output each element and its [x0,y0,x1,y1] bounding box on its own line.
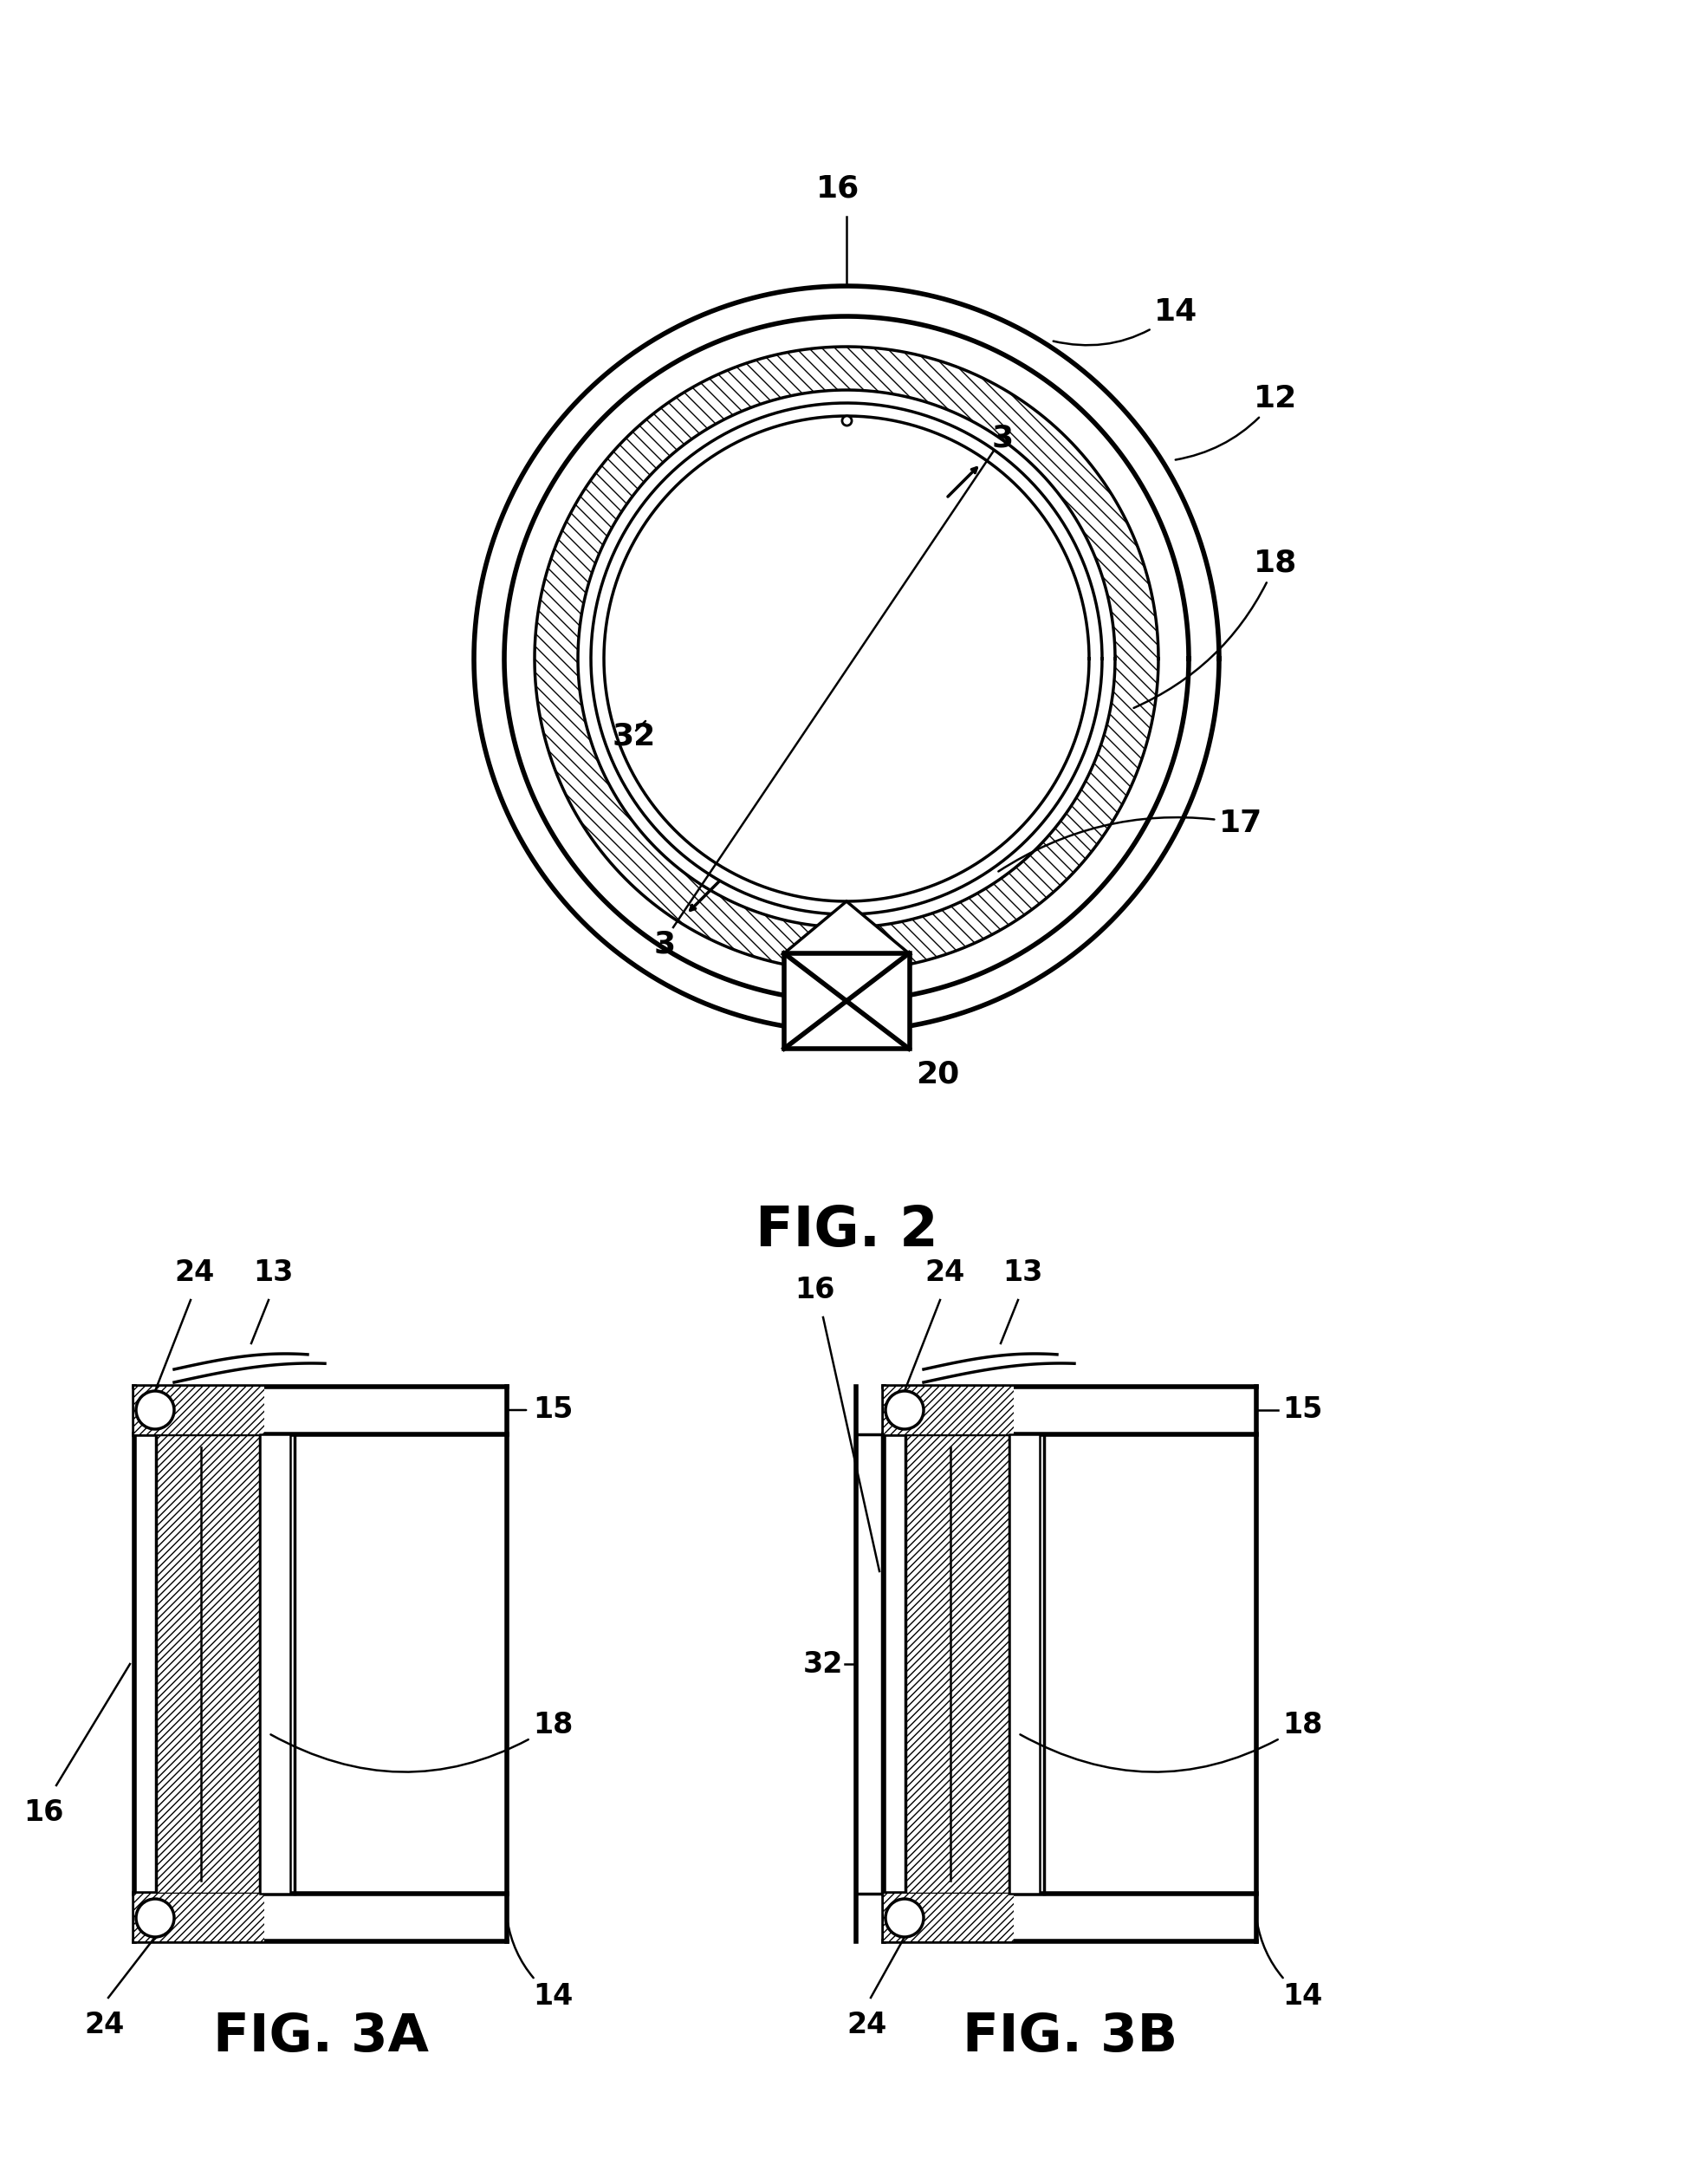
Text: FIG. 3B: FIG. 3B [963,2011,1178,2062]
Text: 18: 18 [1134,548,1297,708]
Bar [1009,1435,1040,1894]
Text: 16: 16 [816,175,860,203]
Circle shape [885,1898,924,1937]
Text: 20: 20 [916,1059,960,1090]
Text: 24: 24 [846,2011,887,2040]
Text: 18: 18 [271,1710,572,1771]
Text: 3: 3 [992,424,1014,452]
Text: 32: 32 [613,723,657,751]
Text: 3: 3 [653,930,676,959]
Text: 14: 14 [1053,297,1197,345]
Text: 13: 13 [252,1258,293,1286]
Text: 24: 24 [174,1258,215,1286]
Text: 12: 12 [1175,384,1297,461]
Text: 13: 13 [1002,1258,1043,1286]
Text: 32: 32 [802,1649,843,1677]
Text: 14: 14 [508,1920,572,2011]
Bar [906,1435,1009,1894]
Bar [134,1387,264,1435]
Text: 24: 24 [924,1258,965,1286]
Polygon shape [784,902,909,954]
Bar [134,1894,264,1942]
Text: 16: 16 [794,1275,835,1304]
Text: 24: 24 [85,2011,124,2040]
Bar [884,1894,1014,1942]
Text: FIG. 2: FIG. 2 [755,1203,938,1258]
Bar [884,1387,1014,1435]
Text: 16: 16 [24,1797,63,1828]
Bar [857,1435,882,1894]
Bar [261,1435,290,1894]
Bar [156,1435,261,1894]
Circle shape [135,1391,174,1428]
Text: 17: 17 [999,808,1263,871]
Bar [784,954,909,1048]
Text: 14: 14 [1256,1920,1322,2011]
Text: 15: 15 [1282,1396,1322,1424]
Circle shape [135,1898,174,1937]
Text: 15: 15 [533,1396,572,1424]
Circle shape [885,1391,924,1428]
Text: 18: 18 [1021,1710,1322,1771]
Text: FIG. 3A: FIG. 3A [213,2011,428,2062]
